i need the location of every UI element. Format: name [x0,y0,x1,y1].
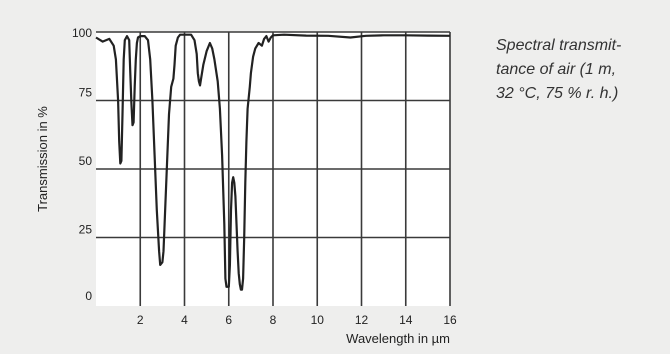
y-tick-label: 0 [85,289,92,303]
x-tick-label: 8 [270,313,277,327]
chart-annotation: Spectral transmit- tance of air (1 m, 32… [496,34,661,106]
x-tick-label: 12 [355,313,369,327]
x-tick-label: 6 [225,313,232,327]
tick-labels: 2 4 6 8 10 12 14 16 0 25 50 75 100 [72,26,457,327]
y-tick-label: 50 [79,154,93,168]
annotation-line: tance of air (1 m, [496,61,617,78]
transmission-curve [95,33,451,291]
y-axis-title: Transmission in % [35,106,50,212]
x-tick-label: 16 [443,313,457,327]
x-axis-title: Wavelength in µm [346,331,450,346]
annotation-line: Spectral transmit- [496,37,622,54]
x-tick-label: 2 [137,313,144,327]
y-tick-label: 25 [79,223,93,237]
x-tick-label: 10 [311,313,325,327]
y-tick-label: 75 [79,86,93,100]
x-tick-label: 4 [181,313,188,327]
annotation-line: 32 °C, 75 % r. h.) [496,85,619,102]
y-tick-label: 100 [72,26,92,40]
x-tick-label: 14 [399,313,413,327]
